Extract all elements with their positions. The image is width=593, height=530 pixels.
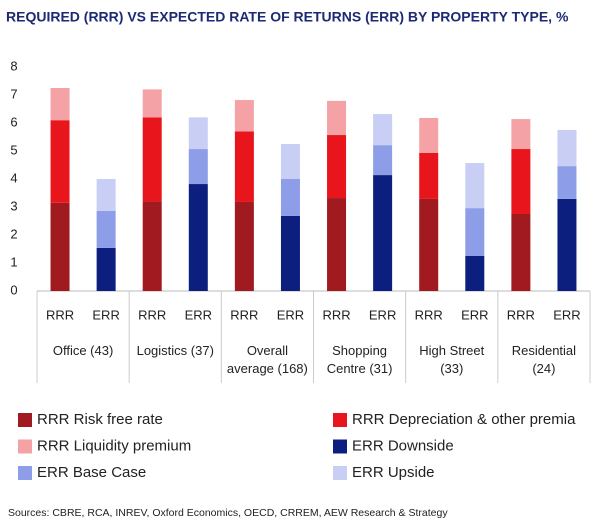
legend-swatch [18,466,32,480]
y-tick-label: 7 [10,86,17,101]
legend-swatch [333,466,347,480]
bar-segment [96,179,116,211]
bar-segment [465,208,485,256]
x-tick-label: ERR [185,307,212,322]
bar-segment [188,184,208,291]
bar-segment [373,114,393,146]
bar-segment [419,198,439,291]
bar-segment [373,175,393,291]
bar-segment [511,149,531,214]
y-tick-label: 6 [10,114,17,129]
bar-segment [50,88,70,121]
legend-swatch [333,413,347,427]
chart-title: REQUIRED (RRR) VS EXPECTED RATE OF RETUR… [6,9,569,25]
bar-segment [327,135,347,199]
y-tick-label: 4 [10,170,17,185]
group-label: Office (43) [52,343,114,358]
x-tick-label: RRR [507,307,535,322]
bar-segment [511,119,531,150]
group-label: High Street (33) [419,343,485,376]
bar-segment [557,166,577,199]
bar-segment [465,256,485,291]
y-tick-label: 8 [10,58,17,73]
x-tick-label: ERR [92,307,119,322]
bar-segment [280,215,300,291]
bar-segment [234,100,254,132]
legend-swatch [333,439,347,454]
x-tick-label: ERR [369,307,396,322]
legend-label: ERR Base Case [37,464,146,481]
x-tick-label: RRR [322,307,350,322]
bar-segment [373,145,393,176]
legend-label: RRR Risk free rate [37,411,163,428]
x-tick-label: ERR [277,307,304,322]
bar-segment [188,149,208,185]
bar-segment [327,198,347,291]
group-label: Logistics (37) [136,343,214,358]
y-tick-label: 1 [10,254,17,269]
bar-segment [142,201,162,291]
bar-segment [142,89,162,118]
bar-segment [142,117,162,202]
x-tick-label: RRR [230,307,258,322]
bar-segment [280,179,300,216]
y-tick-label: 2 [10,226,17,241]
bar-segment [511,214,531,291]
y-tick-label: 5 [10,142,17,157]
bar-segment [557,198,577,291]
bar-segment [465,163,485,209]
bar-segment [419,152,439,199]
group-label: Overall average (168) [226,343,308,376]
legend-label: ERR Upside [352,464,435,481]
legend-label: RRR Depreciation & other premia [352,411,576,428]
bar-segment [96,210,116,248]
source-note: Sources: CBRE, RCA, INREV, Oxford Econom… [8,507,448,519]
bar-segment [50,120,70,203]
bar-segment [419,117,439,153]
x-tick-label: RRR [415,307,443,322]
legend-swatch [18,439,32,454]
legend-label: ERR Downside [352,437,454,454]
bar-segment [188,117,208,150]
group-label: Residential (24) [511,343,577,376]
bar-segment [327,100,347,136]
x-tick-label: ERR [553,307,580,322]
bar-segment [557,130,577,167]
y-tick-label: 0 [10,282,17,297]
bar-segment [96,247,116,291]
y-tick-label: 3 [10,198,17,213]
x-tick-label: RRR [138,307,166,322]
legend-swatch [18,413,32,427]
bar-segment [50,202,70,291]
bar-segment [234,201,254,291]
x-tick-label: ERR [461,307,488,322]
x-tick-label: RRR [46,307,74,322]
bar-segment [280,144,300,179]
bar-segment [234,131,254,202]
legend-label: RRR Liquidity premium [37,437,191,454]
group-label: Shopping Centre (31) [326,343,393,376]
